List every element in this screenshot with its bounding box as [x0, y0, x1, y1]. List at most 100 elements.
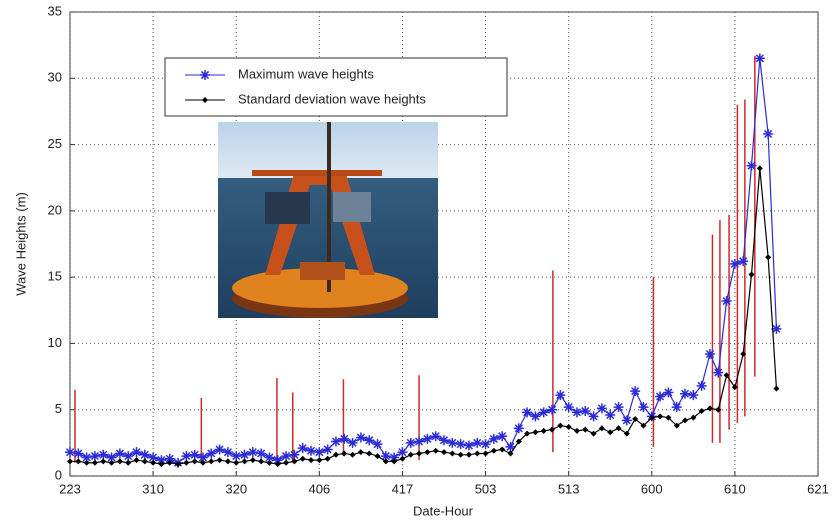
- dot-marker: [507, 450, 514, 457]
- dot-marker: [133, 457, 140, 464]
- star-marker: [231, 451, 242, 462]
- dot-marker: [183, 459, 190, 466]
- dot-marker: [399, 455, 406, 462]
- dot-marker: [482, 450, 489, 457]
- dot-marker: [391, 458, 398, 465]
- dot-marker: [449, 450, 456, 457]
- star-marker: [563, 402, 574, 413]
- dot-marker: [299, 455, 306, 462]
- x-tick-label: 320: [225, 481, 247, 496]
- dot-marker: [141, 458, 148, 465]
- dot-marker: [673, 422, 680, 429]
- star-marker: [655, 391, 666, 402]
- star-marker: [497, 431, 508, 442]
- star-marker: [422, 433, 433, 444]
- dot-marker: [773, 385, 780, 392]
- dot-marker: [274, 461, 281, 468]
- dot-marker: [682, 417, 689, 424]
- dot-marker: [202, 97, 208, 103]
- dot-marker: [765, 254, 772, 261]
- star-marker: [588, 411, 599, 422]
- star-marker: [530, 411, 541, 422]
- star-marker: [114, 448, 125, 459]
- star-marker: [322, 444, 333, 455]
- star-marker: [148, 452, 159, 463]
- dot-marker: [100, 458, 107, 465]
- star-marker: [239, 449, 250, 460]
- dot-marker: [374, 453, 381, 460]
- star-marker: [389, 452, 400, 463]
- dot-marker: [690, 414, 697, 421]
- star-marker: [372, 439, 383, 450]
- inset-photo: [218, 122, 438, 318]
- dot-marker: [474, 450, 481, 457]
- x-tick-label: 610: [724, 481, 746, 496]
- y-tick-label: 0: [55, 467, 62, 482]
- dot-marker: [233, 459, 240, 466]
- dot-marker: [175, 461, 182, 468]
- dot-marker: [166, 459, 173, 466]
- y-tick-label: 30: [48, 70, 62, 85]
- star-marker: [447, 437, 458, 448]
- dot-marker: [532, 429, 539, 436]
- star-marker: [106, 452, 117, 463]
- dot-marker: [191, 458, 198, 465]
- dot-marker: [640, 422, 647, 429]
- dot-marker: [424, 449, 431, 456]
- dot-marker: [291, 458, 298, 465]
- marks: [65, 53, 782, 468]
- star-marker: [405, 437, 416, 448]
- dot-marker: [150, 459, 157, 466]
- dot-marker: [216, 457, 223, 464]
- star-marker: [256, 448, 267, 459]
- star-marker: [754, 53, 765, 64]
- star-marker: [439, 435, 449, 446]
- dot-marker: [83, 459, 90, 466]
- star-marker: [380, 451, 391, 462]
- star-marker: [430, 431, 441, 442]
- star-marker: [729, 258, 740, 269]
- dot-marker: [308, 457, 315, 464]
- dot-marker: [607, 429, 614, 436]
- dot-marker: [715, 406, 722, 413]
- dot-marker: [332, 451, 339, 458]
- x-tick-label: 600: [641, 481, 663, 496]
- dot-marker: [108, 459, 115, 466]
- legend-label: Standard deviation wave heights: [238, 91, 426, 106]
- star-marker: [65, 447, 75, 458]
- y-tick-label: 20: [48, 202, 62, 217]
- dot-marker: [258, 458, 265, 465]
- star-marker: [123, 451, 134, 462]
- dot-marker: [366, 450, 373, 457]
- dot-marker: [324, 455, 331, 462]
- star-marker: [156, 455, 167, 466]
- star-marker: [297, 443, 308, 454]
- star-marker: [638, 402, 649, 413]
- dot-marker: [590, 430, 597, 437]
- x-tick-label: 310: [142, 481, 164, 496]
- star-marker: [630, 386, 641, 397]
- dot-marker: [632, 415, 639, 422]
- dot-marker: [224, 458, 231, 465]
- dot-marker: [241, 458, 248, 465]
- star-marker: [347, 437, 358, 448]
- star-marker: [538, 407, 549, 418]
- dot-marker: [125, 459, 132, 466]
- dot-marker: [266, 459, 273, 466]
- star-marker: [505, 441, 516, 452]
- dot-marker: [465, 451, 472, 458]
- dot-marker: [441, 449, 447, 456]
- star-marker: [181, 451, 192, 462]
- x-axis-label: Date-Hour: [413, 503, 474, 518]
- dot-marker: [598, 425, 605, 432]
- star-marker: [98, 449, 109, 460]
- dot-marker: [748, 271, 755, 278]
- star-marker: [671, 402, 682, 413]
- star-marker: [513, 423, 524, 434]
- dot-marker: [249, 457, 256, 464]
- dot-marker: [756, 165, 763, 172]
- star-marker: [330, 436, 341, 447]
- star-marker: [222, 447, 233, 458]
- dot-marker: [515, 438, 522, 445]
